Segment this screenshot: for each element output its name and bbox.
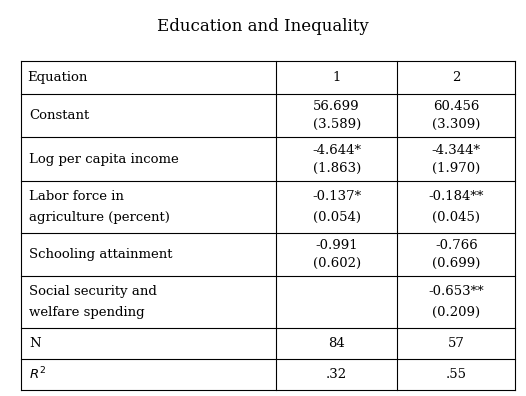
Text: Labor force in: Labor force in	[29, 190, 124, 203]
Text: 2: 2	[452, 71, 460, 84]
Text: (3.309): (3.309)	[432, 118, 480, 131]
Text: .55: .55	[446, 368, 467, 381]
Text: Equation: Equation	[27, 71, 88, 84]
Text: Social security and: Social security and	[29, 285, 157, 298]
Text: (1.970): (1.970)	[432, 162, 480, 175]
Text: welfare spending: welfare spending	[29, 306, 145, 319]
Text: (0.209): (0.209)	[432, 306, 480, 319]
Text: 84: 84	[328, 337, 345, 350]
Text: (3.589): (3.589)	[312, 118, 361, 131]
Text: -0.653**: -0.653**	[429, 285, 484, 298]
Text: (0.045): (0.045)	[432, 211, 480, 224]
Text: -0.991: -0.991	[315, 239, 358, 252]
Text: Education and Inequality: Education and Inequality	[157, 18, 369, 35]
Text: -4.644*: -4.644*	[312, 144, 361, 157]
Text: agriculture (percent): agriculture (percent)	[29, 211, 170, 224]
Text: N: N	[29, 337, 41, 350]
Text: Schooling attainment: Schooling attainment	[29, 248, 173, 261]
Text: .32: .32	[326, 368, 347, 381]
Text: (1.863): (1.863)	[312, 162, 361, 175]
Text: -0.184**: -0.184**	[429, 190, 484, 203]
Text: $R^2$: $R^2$	[29, 366, 46, 383]
Text: Constant: Constant	[29, 109, 89, 122]
Text: -0.137*: -0.137*	[312, 190, 361, 203]
Text: (0.054): (0.054)	[312, 211, 361, 224]
Text: 56.699: 56.699	[313, 100, 360, 113]
Text: Log per capita income: Log per capita income	[29, 153, 179, 166]
Text: (0.699): (0.699)	[432, 257, 480, 270]
Text: 60.456: 60.456	[433, 100, 480, 113]
Text: -0.766: -0.766	[435, 239, 478, 252]
Text: 1: 1	[332, 71, 341, 84]
Text: (0.602): (0.602)	[312, 257, 361, 270]
Text: -4.344*: -4.344*	[432, 144, 481, 157]
Text: 57: 57	[448, 337, 465, 350]
